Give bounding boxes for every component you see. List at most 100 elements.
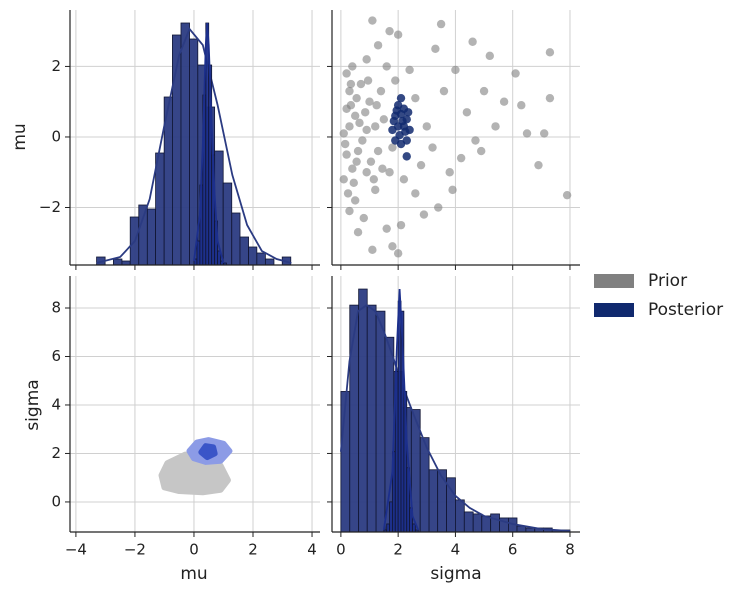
scatter-point — [399, 175, 409, 184]
scatter-point — [362, 125, 371, 135]
scatter-point — [369, 175, 379, 184]
x-axis-label: sigma — [430, 564, 481, 584]
scatter-point — [396, 109, 406, 119]
scatter-point — [358, 136, 367, 145]
y-tick-label: 2 — [51, 444, 61, 462]
x-tick-label: 2 — [393, 541, 403, 559]
scatter-point — [545, 93, 555, 103]
legend-swatch — [594, 274, 634, 288]
scatter-point — [545, 48, 555, 57]
histogram-bar — [428, 469, 439, 532]
x-tick-label: −2 — [124, 541, 146, 559]
histogram-bar — [397, 300, 402, 532]
panel — [70, 10, 320, 265]
y-axis-label: sigma — [23, 379, 43, 430]
scatter-point — [477, 146, 486, 156]
scatter-point — [388, 143, 397, 152]
scatter-point — [339, 129, 348, 138]
scatter-point — [388, 242, 397, 251]
scatter-point — [471, 136, 480, 145]
scatter-point — [479, 86, 489, 96]
histogram-bar — [189, 38, 199, 265]
kde-line — [339, 304, 571, 532]
y-tick-label: 4 — [51, 395, 61, 413]
histogram-bar — [419, 437, 430, 532]
scatter-point — [416, 160, 426, 170]
scatter-point — [396, 93, 406, 103]
x-tick-label: −4 — [65, 541, 87, 559]
scatter-point — [350, 111, 360, 121]
scatter-point — [534, 160, 543, 170]
scatter-point — [434, 203, 443, 212]
scatter-point — [422, 122, 431, 131]
scatter-point — [391, 76, 400, 85]
histogram-bar — [366, 304, 377, 532]
kde-contour — [198, 443, 218, 461]
histogram-bar — [412, 523, 416, 532]
histogram-bar — [358, 288, 368, 532]
histogram-bar — [389, 501, 393, 532]
x-tick-label: 0 — [189, 541, 199, 559]
scatter-point — [345, 206, 354, 216]
scatter-point — [445, 168, 454, 177]
scatter-point — [361, 108, 370, 117]
scatter-point — [363, 76, 373, 85]
scatter-point — [342, 69, 351, 78]
scatter-point — [378, 164, 387, 173]
histogram-bar — [463, 511, 474, 532]
scatter-point — [485, 51, 494, 61]
x-tick-label: 0 — [336, 541, 346, 559]
scatter-point — [373, 41, 383, 50]
scatter-point — [511, 69, 520, 78]
panel — [70, 276, 320, 532]
histogram-bar — [196, 240, 201, 265]
scatter-point — [405, 65, 414, 75]
histogram-bar — [222, 182, 233, 265]
scatter-point — [419, 210, 429, 219]
scatter-point — [352, 157, 361, 166]
scatter-point — [350, 196, 360, 205]
histogram-bar — [155, 152, 165, 265]
scatter-point — [403, 108, 413, 117]
histogram-bar — [217, 250, 221, 265]
scatter-point — [348, 164, 357, 173]
histogram-bar — [239, 236, 249, 265]
scatter-point — [345, 122, 354, 131]
scatter-point — [517, 101, 526, 110]
histogram-bar — [437, 469, 447, 532]
scatter-point — [393, 249, 403, 258]
scatter-point — [393, 30, 403, 39]
y-tick-label: 0 — [51, 127, 61, 145]
legend-swatch — [594, 303, 634, 317]
y-tick-label: 2 — [51, 57, 61, 75]
scatter-point — [345, 86, 354, 96]
x-axis-label: mu — [180, 564, 207, 584]
kde-line — [193, 22, 225, 264]
scatter-point — [428, 143, 437, 152]
histogram-bar — [180, 22, 190, 265]
legend-label: Prior — [648, 271, 687, 291]
scatter-point — [355, 118, 364, 128]
scatter-point — [448, 185, 457, 195]
histogram-bar — [112, 258, 123, 265]
histogram-bar — [386, 523, 390, 532]
scatter-point — [451, 65, 460, 75]
y-tick-label: 6 — [51, 347, 61, 365]
scatter-point — [356, 79, 366, 89]
scatter-point — [456, 153, 466, 163]
scatter-point — [491, 122, 500, 131]
y-axis-label: mu — [10, 123, 30, 150]
scatter-point — [385, 26, 394, 36]
x-tick-label: 4 — [451, 541, 461, 559]
scatter-point — [411, 93, 420, 103]
scatter-point — [362, 55, 371, 64]
scatter-point — [499, 97, 509, 106]
panel — [332, 10, 580, 265]
scatter-point — [352, 93, 361, 103]
y-tick-label: −2 — [39, 198, 61, 216]
scatter-point — [365, 97, 374, 106]
histogram-bar — [455, 499, 465, 532]
histogram-bar — [146, 208, 156, 265]
x-tick-label: 6 — [508, 541, 518, 559]
